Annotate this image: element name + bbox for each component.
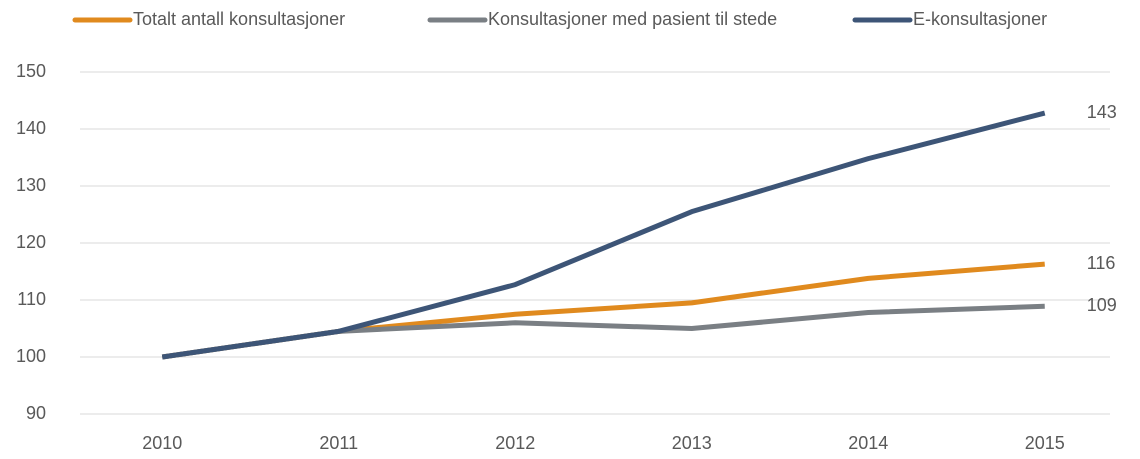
data-label: 116 xyxy=(1087,253,1116,273)
data-label: 109 xyxy=(1087,295,1117,315)
series-line xyxy=(161,110,1046,360)
y-tick-label: 100 xyxy=(16,346,46,366)
y-tick-label: 120 xyxy=(16,232,46,252)
x-tick-label: 2015 xyxy=(1025,433,1065,453)
y-tick-label: 90 xyxy=(26,403,46,423)
data-label: 143 xyxy=(1087,102,1117,122)
x-tick-label: 2011 xyxy=(319,433,358,453)
series-line xyxy=(161,303,1045,360)
x-tick-label: 2012 xyxy=(495,433,535,453)
y-tick-label: 110 xyxy=(17,289,46,309)
legend-label: E-konsultasjoner xyxy=(913,9,1047,29)
y-tick-label: 140 xyxy=(16,118,46,138)
legend-label: Konsultasjoner med pasient til stede xyxy=(488,9,777,29)
legend-label: Totalt antall konsultasjoner xyxy=(133,9,345,29)
y-tick-label: 150 xyxy=(16,61,46,81)
x-tick-label: 2014 xyxy=(848,433,888,453)
y-tick-label: 130 xyxy=(16,175,46,195)
x-tick-label: 2013 xyxy=(672,433,712,453)
x-tick-label: 2010 xyxy=(142,433,182,453)
